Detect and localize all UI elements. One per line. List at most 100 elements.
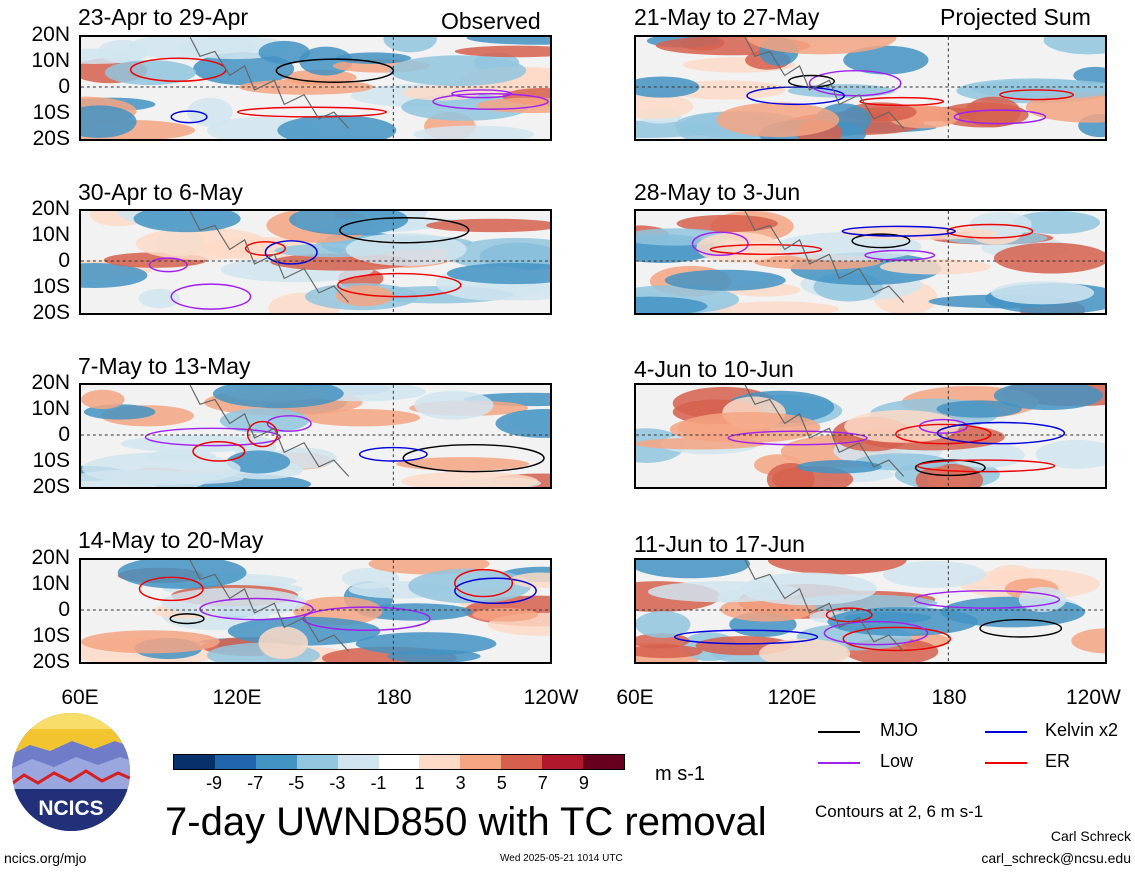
anomaly-blob [135, 227, 269, 261]
anomaly-blob [636, 560, 751, 579]
anomaly-blob [383, 37, 437, 53]
anomaly-blob [676, 214, 778, 233]
anomaly-blob [495, 409, 550, 438]
anomaly-blob [844, 410, 960, 443]
anomaly-blob [445, 237, 550, 271]
anomaly-blob [454, 45, 550, 58]
anomaly-blob [840, 226, 997, 240]
anomaly-blob [81, 105, 137, 139]
anomaly-blob [104, 60, 197, 86]
anomaly-blob [774, 232, 922, 262]
colorbar [173, 754, 625, 770]
colorbar-swatch [501, 755, 543, 769]
anomaly-blob [277, 114, 397, 139]
map-panel-right-1 [634, 35, 1107, 141]
contour-line [851, 233, 911, 249]
colorbar-tick-label: 9 [578, 773, 589, 793]
contour-line [236, 106, 388, 118]
coastline [189, 37, 350, 129]
lat-label-row4-1: 10N [31, 572, 70, 595]
colorbar-tick-label: -7 [247, 773, 264, 793]
colorbar-tick-label: 1 [414, 773, 425, 793]
colorbar-swatch [419, 755, 461, 769]
lat-label-row1-2: 0 [58, 75, 70, 98]
lat-label-row1-1: 10N [31, 49, 70, 72]
anomaly-blob [81, 630, 220, 654]
colorbar-tick-label: -1 [370, 773, 387, 793]
lat-label-row2-2: 0 [58, 249, 70, 272]
lat-label-row2-3: 10S [32, 275, 70, 298]
coastline [189, 385, 350, 477]
contour-line [946, 223, 1034, 239]
anomaly-blob [466, 37, 550, 45]
lon-label-right-180: 180 [931, 686, 967, 709]
coastline [744, 211, 905, 303]
lat-label-row1-3: 10S [32, 101, 70, 124]
anomaly-blob [426, 218, 550, 233]
map-panel-right-2 [634, 209, 1107, 315]
contour-line [913, 590, 1061, 609]
units-label: m s-1 [655, 763, 705, 785]
legend-label-kelvin: Kelvin x2 [1045, 720, 1119, 740]
anomaly-blob [1035, 439, 1105, 469]
contour-line [339, 217, 470, 244]
map-field [81, 560, 550, 662]
anomaly-blob [1073, 66, 1105, 85]
anomaly-blob [161, 587, 307, 617]
contour-line [914, 459, 986, 477]
anomaly-blob [714, 301, 840, 313]
contour-line [170, 110, 208, 124]
lat-label-row2-4: 20S [32, 301, 70, 324]
anomaly-blob [187, 97, 233, 127]
lat-label-row2-1: 10N [31, 223, 70, 246]
legend-line-mjo [818, 731, 860, 733]
contour-line [936, 421, 1066, 445]
figure-title: 7-day UWND850 with TC removal [165, 800, 767, 844]
anomaly-blob [993, 242, 1105, 274]
contour-line [859, 96, 945, 107]
panel-title-left-4: 14-May to 20-May [78, 527, 264, 553]
anomaly-blob [289, 211, 409, 236]
contour-line [170, 283, 252, 310]
contour-line [138, 576, 204, 602]
anomaly-blob [636, 120, 718, 139]
anomaly-blob [882, 560, 987, 588]
contour-line [999, 89, 1075, 101]
legend-label-mjo: MJO [880, 720, 918, 740]
panel-title-right-4: 11-Jun to 17-Jun [634, 531, 805, 557]
map-field [636, 560, 1105, 662]
anomaly-blob [1071, 628, 1105, 654]
anomaly-blob [335, 285, 394, 307]
anomaly-blob [636, 93, 694, 119]
contour-line [895, 423, 992, 445]
coastline [744, 560, 905, 652]
map-panel-left-4 [79, 558, 552, 664]
anomaly-blob [355, 632, 497, 656]
coastline [744, 385, 905, 477]
contour-line [709, 243, 823, 256]
footer-email: carl_schreck@ncsu.edu [981, 850, 1131, 866]
anomaly-blob [1043, 37, 1105, 55]
anomaly-blob [767, 560, 907, 575]
colorbar-swatch [214, 755, 256, 769]
anomaly-blob [335, 52, 412, 64]
colorbar-tick-label: 7 [537, 773, 548, 793]
contour-line [808, 69, 902, 97]
anomaly-blob [843, 45, 929, 75]
anomaly-blob [636, 633, 690, 649]
anomaly-blob [1012, 211, 1101, 235]
contour-line [842, 626, 952, 652]
contour-line [916, 459, 1056, 473]
anomaly-blob [219, 408, 310, 434]
lat-label-row2-0: 20N [31, 197, 70, 220]
anomaly-blob [716, 102, 840, 138]
contour-line [727, 430, 868, 446]
contour-line [192, 441, 246, 462]
anomaly-blob [81, 389, 125, 410]
anomaly-blob [81, 48, 147, 64]
lat-label-row1-0: 20N [31, 23, 70, 46]
anomaly-blob [696, 232, 782, 263]
panel-title-left-1: 23-Apr to 29-Apr [78, 4, 249, 30]
lon-label-right-120w: 120W [1066, 686, 1121, 709]
contour-line [825, 607, 873, 623]
